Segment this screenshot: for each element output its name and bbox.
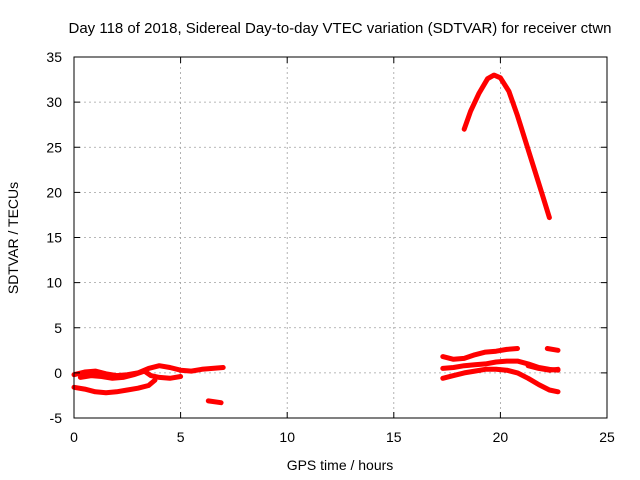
y-tick-label: 25	[46, 139, 62, 155]
series-group	[71, 72, 561, 406]
y-tick-label: 15	[46, 230, 62, 246]
series-line-track-2	[71, 377, 158, 396]
y-tick-label: 20	[46, 184, 62, 200]
x-axis-title: GPS time / hours	[287, 457, 394, 473]
y-tick-label: 30	[46, 94, 62, 110]
series-line-track-4	[205, 398, 224, 406]
series-line-track-3	[77, 368, 184, 381]
series-line-track-5	[461, 72, 552, 221]
x-tick-label: 20	[493, 429, 509, 445]
y-tick-label: -5	[50, 410, 63, 426]
y-axis-title: SDTVAR / TECUs	[5, 182, 21, 294]
y-tick-label: 5	[54, 320, 62, 336]
x-tick-label: 0	[70, 429, 78, 445]
y-tick-label: 10	[46, 275, 62, 291]
series-line-track-10	[544, 346, 561, 353]
x-tick-label: 10	[279, 429, 295, 445]
grid	[74, 57, 607, 418]
series-line-track-1	[71, 363, 226, 379]
series-line-track-8	[440, 366, 561, 395]
chart-title: Day 118 of 2018, Sidereal Day-to-day VTE…	[69, 20, 612, 37]
series-line-track-9	[525, 363, 561, 373]
series-line-track-6	[440, 346, 520, 362]
y-tick-label: 35	[46, 49, 62, 65]
x-tick-label: 25	[599, 429, 615, 445]
x-tick-label: 5	[177, 429, 185, 445]
x-tick-label: 15	[386, 429, 402, 445]
ticks: 0 5 10 15 20 25 -5 0 5 10 15 20 25 30 35	[46, 49, 615, 445]
y-tick-label: 0	[54, 365, 62, 381]
